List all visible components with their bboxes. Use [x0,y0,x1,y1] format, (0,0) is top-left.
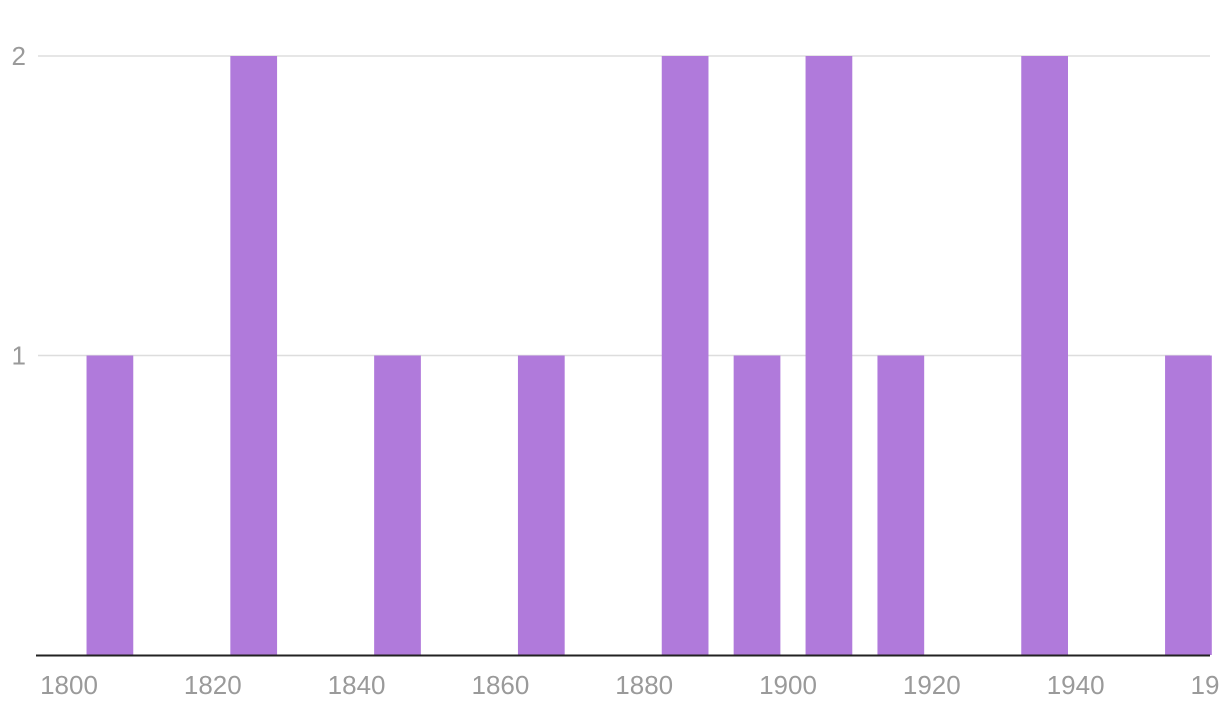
x-tick-label: 1800 [40,670,98,700]
bar [517,355,565,655]
bar [230,56,278,655]
bar [1021,56,1068,655]
bar [661,56,709,655]
x-tick-label: 1820 [184,670,242,700]
x-tick-label: 1840 [328,670,386,700]
tick-labels: 1 2 1800 1820 1840 1860 1880 1900 1920 1940 1960 [12,41,1220,700]
x-tick-label: 1960 [1191,670,1220,700]
bar [374,355,421,655]
bar [805,56,853,655]
x-tick-label: 1860 [471,670,529,700]
y-tick-label: 2 [12,41,26,71]
y-tick-label: 1 [12,341,26,371]
x-tick-label: 1920 [903,670,961,700]
bar [1165,355,1212,655]
bar [86,355,134,655]
bar [877,355,925,655]
x-tick-label: 1880 [615,670,673,700]
bar [733,355,781,655]
x-tick-label: 1900 [759,670,817,700]
bars [86,56,1212,655]
x-tick-label: 1940 [1047,670,1105,700]
